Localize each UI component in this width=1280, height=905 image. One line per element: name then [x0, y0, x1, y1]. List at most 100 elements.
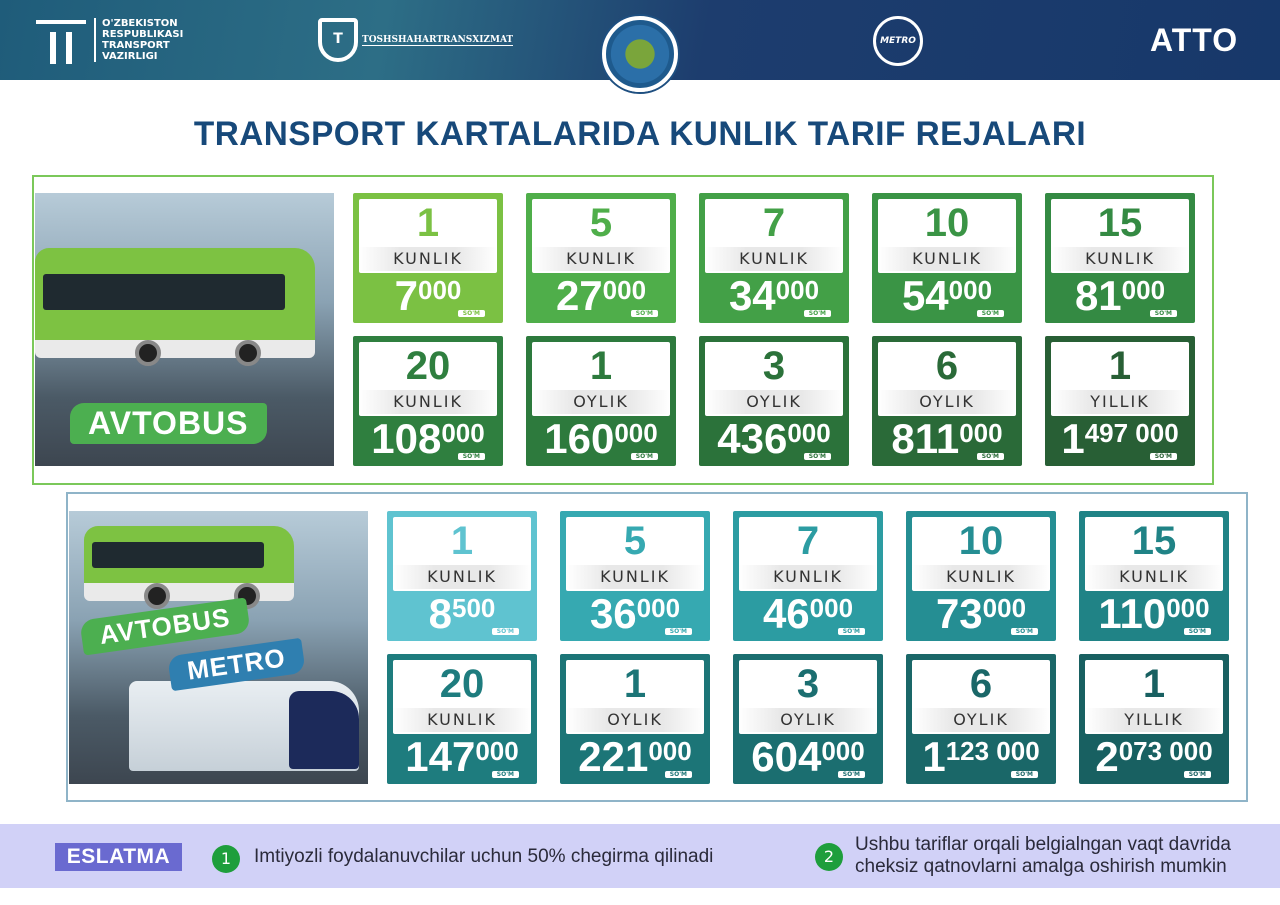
note-label: ESLATMA	[55, 843, 182, 871]
plan-count: 10	[958, 519, 1004, 563]
currency-label: SO'M	[1183, 628, 1211, 635]
price-sub: 000	[475, 736, 519, 766]
price-main: 110	[1098, 590, 1167, 637]
card-header: 1 OYLIK	[532, 342, 670, 416]
card-header: 1 KUNLIK	[359, 199, 497, 273]
atto-logo: ATTO	[1150, 22, 1239, 58]
currency-label: SO'M	[457, 310, 485, 317]
currency-label: SO'M	[803, 453, 831, 460]
card-header: 20 KUNLIK	[393, 660, 531, 734]
plan-count: 1	[416, 201, 440, 245]
plan-count: 20	[439, 662, 485, 706]
currency-label: SO'M	[803, 310, 831, 317]
price-sub: 000	[775, 275, 820, 305]
plan-unit: OYLIK	[705, 390, 843, 414]
plan-unit: KUNLIK	[878, 247, 1016, 271]
card-header: 1 KUNLIK	[393, 517, 531, 591]
plan-price: 27000	[526, 273, 676, 319]
plan-price: 811000	[872, 416, 1022, 462]
plan-price: 81000	[1045, 273, 1195, 319]
plan-unit: YILLIK	[1085, 708, 1223, 732]
plan-count: 3	[796, 662, 820, 706]
plan-unit: KUNLIK	[1051, 247, 1189, 271]
plan-price: 147000	[387, 734, 537, 780]
currency-label: SO'M	[491, 771, 519, 778]
price-sub: 000	[602, 275, 647, 305]
bus-illustration	[84, 526, 294, 609]
plan-unit: KUNLIK	[739, 565, 877, 589]
plan-count: 3	[762, 344, 786, 388]
price-main: 221	[578, 733, 649, 780]
card-header: 7 KUNLIK	[705, 199, 843, 273]
bus-metro-photo: AVTOBUS METRO	[69, 511, 368, 784]
card-header: 20 KUNLIK	[359, 342, 497, 416]
plan-unit: KUNLIK	[912, 565, 1050, 589]
ministry-logo-text: O'ZBEKISTON RESPUBLIKASI TRANSPORT VAZIR…	[94, 18, 183, 62]
note-text-line1: Ushbu tariflar orqali belgialngan vaqt d…	[855, 834, 1232, 855]
price-main: 27	[555, 272, 603, 319]
price-sub: 000	[417, 275, 462, 305]
bus-section-panel	[32, 175, 1214, 485]
tariff-card: 6 OYLIK 811000 SO'M	[872, 336, 1022, 466]
price-main: 34	[728, 272, 776, 319]
currency-label: SO'M	[491, 628, 519, 635]
plan-price: 1123 000	[906, 734, 1056, 780]
price-main: 8	[428, 590, 452, 637]
plan-count: 20	[405, 344, 451, 388]
currency-label: SO'M	[976, 310, 1004, 317]
note-text: Imtiyozli foydalanuvchilar uchun 50% che…	[254, 846, 714, 867]
card-header: 10 KUNLIK	[878, 199, 1016, 273]
plan-count: 1	[1142, 662, 1166, 706]
tsh-emblem-icon: T	[318, 18, 358, 62]
plan-count: 6	[935, 344, 959, 388]
plan-unit: OYLIK	[878, 390, 1016, 414]
price-sub: 000	[1121, 275, 1166, 305]
plan-price: 108000	[353, 416, 503, 462]
tariff-card: 1 KUNLIK 8500 SO'M	[387, 511, 537, 641]
card-header: 15 KUNLIK	[1085, 517, 1223, 591]
tariff-card: 7 KUNLIK 34000 SO'M	[699, 193, 849, 323]
plan-count: 5	[623, 519, 647, 563]
tariff-card: 20 KUNLIK 147000 SO'M	[387, 654, 537, 784]
price-sub: 000	[614, 418, 658, 448]
note-number-badge: 1	[212, 845, 240, 873]
price-sub: 000	[948, 275, 993, 305]
currency-label: SO'M	[1183, 771, 1211, 778]
plan-count: 15	[1131, 519, 1177, 563]
plan-count: 1	[1108, 344, 1132, 388]
tariff-card: 10 KUNLIK 73000 SO'M	[906, 511, 1056, 641]
currency-label: SO'M	[1149, 453, 1177, 460]
price-sub: 000	[821, 736, 865, 766]
currency-label: SO'M	[1010, 628, 1038, 635]
price-sub: 000	[441, 418, 485, 448]
tariff-card: 5 KUNLIK 36000 SO'M	[560, 511, 710, 641]
price-sub: 000	[636, 593, 681, 623]
tariff-card: 20 KUNLIK 108000 SO'M	[353, 336, 503, 466]
plan-price: 221000	[560, 734, 710, 780]
price-main: 73	[935, 590, 983, 637]
tariff-card: 1 OYLIK 221000 SO'M	[560, 654, 710, 784]
plan-unit: KUNLIK	[705, 247, 843, 271]
ministry-logo: O'ZBEKISTON RESPUBLIKASI TRANSPORT VAZIR…	[36, 18, 183, 64]
card-header: 7 KUNLIK	[739, 517, 877, 591]
tsh-logo-text: TOSHSHAHARTRANSXIZMAT	[362, 34, 514, 46]
plan-unit: KUNLIK	[359, 247, 497, 271]
tariff-card: 1 OYLIK 160000 SO'M	[526, 336, 676, 466]
price-sub: 000	[982, 593, 1027, 623]
price-main: 1	[922, 733, 946, 780]
plan-price: 1497 000	[1045, 416, 1195, 462]
price-main: 436	[717, 415, 788, 462]
currency-label: SO'M	[664, 628, 692, 635]
currency-label: SO'M	[976, 453, 1004, 460]
card-header: 5 KUNLIK	[566, 517, 704, 591]
metro-logo: METRO	[873, 16, 923, 66]
combo-section-panel	[66, 492, 1248, 802]
price-sub: 000	[648, 736, 692, 766]
tariff-card: 6 OYLIK 1123 000 SO'M	[906, 654, 1056, 784]
plan-price: 54000	[872, 273, 1022, 319]
plan-count: 6	[969, 662, 993, 706]
plan-unit: YILLIK	[1051, 390, 1189, 414]
plan-price: 34000	[699, 273, 849, 319]
plan-price: 7000	[353, 273, 503, 319]
plan-price: 436000	[699, 416, 849, 462]
